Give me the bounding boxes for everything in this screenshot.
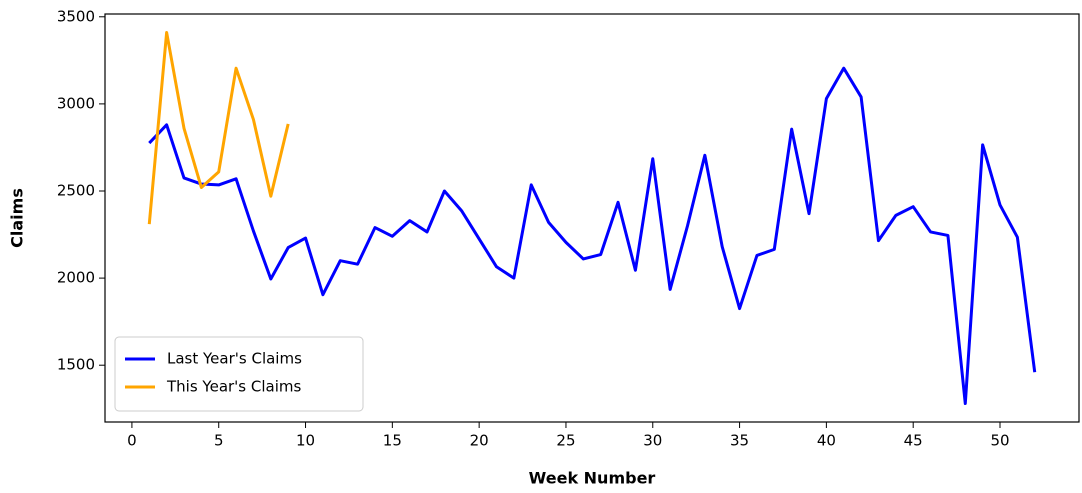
y-tick-label: 2000 bbox=[57, 269, 95, 287]
line-series bbox=[147, 30, 290, 225]
x-tick-label: 25 bbox=[556, 432, 575, 450]
x-tick-label: 10 bbox=[296, 432, 315, 450]
line-series bbox=[148, 66, 1037, 406]
x-tick-label: 50 bbox=[990, 432, 1009, 450]
x-tick-label: 5 bbox=[214, 432, 224, 450]
y-tick-label: 2500 bbox=[57, 181, 95, 199]
x-tick-label: 20 bbox=[470, 432, 489, 450]
y-axis-label: Claims bbox=[8, 188, 27, 248]
x-axis-label: Week Number bbox=[529, 469, 656, 488]
x-tick-label: 45 bbox=[904, 432, 923, 450]
x-tick-label: 30 bbox=[643, 432, 662, 450]
x-tick-label: 40 bbox=[817, 432, 836, 450]
y-tick-label: 3000 bbox=[57, 94, 95, 112]
y-tick-label: 1500 bbox=[57, 356, 95, 374]
legend-label: Last Year's Claims bbox=[167, 350, 302, 368]
legend-label: This Year's Claims bbox=[166, 378, 301, 396]
legend-box bbox=[114, 336, 364, 412]
x-tick-label: 0 bbox=[127, 432, 137, 450]
plot-frame bbox=[104, 13, 1080, 423]
x-tick-label: 15 bbox=[383, 432, 402, 450]
x-tick-label: 35 bbox=[730, 432, 749, 450]
y-tick-label: 3500 bbox=[57, 7, 95, 25]
